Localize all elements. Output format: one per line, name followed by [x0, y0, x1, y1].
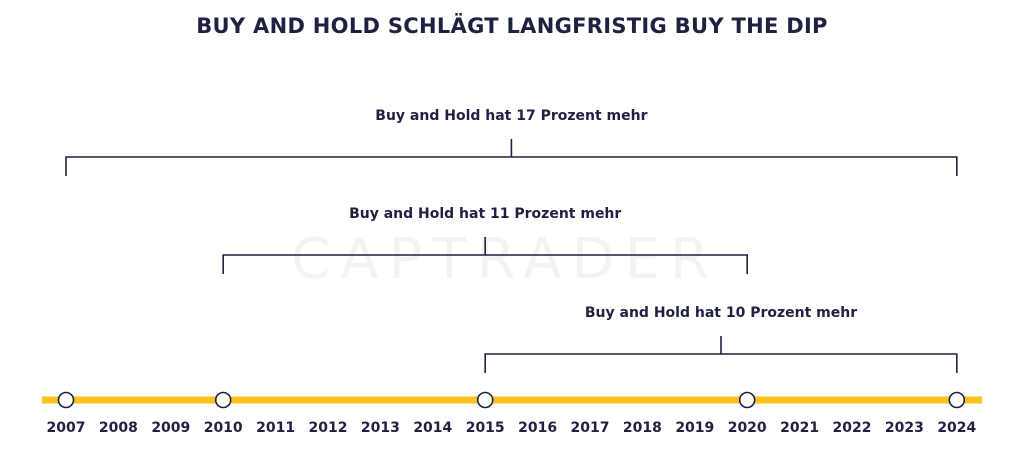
year-label-2008: 2008	[99, 420, 138, 436]
year-label-2013: 2013	[361, 420, 400, 436]
bracket-line-1	[65, 139, 958, 176]
year-label-2024: 2024	[937, 420, 976, 436]
bracket-line-3	[484, 336, 958, 373]
page-title: BUY AND HOLD SCHLÄGT LANGFRISTIG BUY THE…	[196, 14, 828, 38]
year-label-2014: 2014	[413, 420, 452, 436]
year-label-2020: 2020	[728, 420, 767, 436]
year-label-2016: 2016	[518, 420, 557, 436]
year-label-2011: 2011	[256, 420, 295, 436]
bracket-1: Buy and Hold hat 17 Prozent mehr	[65, 108, 958, 176]
year-label-2022: 2022	[833, 420, 872, 436]
year-label-2012: 2012	[309, 420, 348, 436]
year-label-2021: 2021	[780, 420, 819, 436]
year-label-2023: 2023	[885, 420, 924, 436]
watermark: CAPTRADER	[291, 227, 719, 292]
brackets-group: Buy and Hold hat 17 Prozent mehr Buy and …	[65, 108, 958, 373]
timeline-marker-2015	[476, 391, 494, 409]
bracket-2: Buy and Hold hat 11 Prozent mehr	[222, 206, 748, 274]
year-label-2018: 2018	[623, 420, 662, 436]
year-label-2015: 2015	[466, 420, 505, 436]
markers-group	[57, 391, 966, 409]
bracket-label-2: Buy and Hold hat 11 Prozent mehr	[349, 206, 621, 222]
year-label-2009: 2009	[151, 420, 190, 436]
bracket-line-2	[222, 237, 748, 274]
timeline-marker-2020	[738, 391, 756, 409]
timeline-marker-2024	[948, 391, 966, 409]
year-label-2010: 2010	[204, 420, 243, 436]
year-label-2017: 2017	[571, 420, 610, 436]
bracket-3: Buy and Hold hat 10 Prozent mehr	[484, 305, 958, 373]
year-labels-group: 2007 2008 2009 2010 2011 2012 2013 2014 2015 2016…	[47, 420, 977, 436]
timeline-marker-2007	[57, 391, 75, 409]
year-label-2007: 2007	[47, 420, 86, 436]
timeline-marker-2010	[214, 391, 232, 409]
bracket-label-1: Buy and Hold hat 17 Prozent mehr	[375, 108, 647, 124]
bracket-label-3: Buy and Hold hat 10 Prozent mehr	[585, 305, 857, 321]
year-label-2019: 2019	[675, 420, 714, 436]
